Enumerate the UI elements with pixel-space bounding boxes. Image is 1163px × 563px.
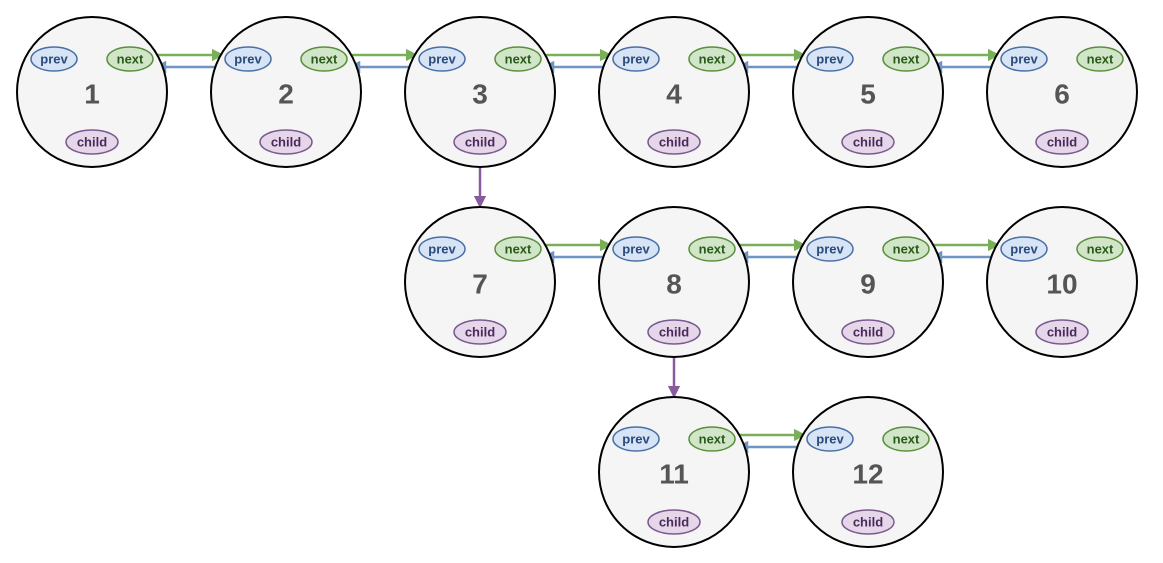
next-label: next <box>1087 242 1114 257</box>
node-number: 11 <box>659 459 689 490</box>
prev-label: prev <box>234 52 262 67</box>
next-label: next <box>699 52 726 67</box>
node-3: prev next 3 child <box>405 17 555 167</box>
node-number: 8 <box>666 269 682 300</box>
child-label: child <box>465 135 495 150</box>
node-number: 4 <box>666 79 682 110</box>
next-label: next <box>699 432 726 447</box>
prev-label: prev <box>816 242 844 257</box>
prev-label: prev <box>622 52 650 67</box>
child-label: child <box>77 135 107 150</box>
next-label: next <box>893 242 920 257</box>
next-label: next <box>1087 52 1114 67</box>
node-9: prev next 9 child <box>793 207 943 357</box>
prev-label: prev <box>428 242 456 257</box>
node-10: prev next 10 child <box>987 207 1137 357</box>
node-2: prev next 2 child <box>211 17 361 167</box>
node-number: 9 <box>860 269 876 300</box>
child-label: child <box>1047 135 1077 150</box>
prev-label: prev <box>622 242 650 257</box>
next-label: next <box>699 242 726 257</box>
child-label: child <box>853 515 883 530</box>
node-1: prev next 1 child <box>17 17 167 167</box>
node-number: 12 <box>852 459 883 490</box>
next-label: next <box>893 52 920 67</box>
node-number: 3 <box>472 79 488 110</box>
child-label: child <box>659 515 689 530</box>
node-5: prev next 5 child <box>793 17 943 167</box>
next-label: next <box>505 52 532 67</box>
prev-label: prev <box>428 52 456 67</box>
node-number: 7 <box>472 269 488 300</box>
child-label: child <box>853 325 883 340</box>
child-label: child <box>1047 325 1077 340</box>
next-label: next <box>311 52 338 67</box>
node-number: 1 <box>84 79 100 110</box>
node-8: prev next 8 child <box>599 207 749 357</box>
node-7: prev next 7 child <box>405 207 555 357</box>
node-6: prev next 6 child <box>987 17 1137 167</box>
prev-label: prev <box>1010 52 1038 67</box>
prev-label: prev <box>816 52 844 67</box>
prev-label: prev <box>40 52 68 67</box>
nodes: prev next 1 child prev next 2 child prev next 3 chi… <box>17 17 1137 547</box>
child-label: child <box>659 325 689 340</box>
child-label: child <box>853 135 883 150</box>
child-label: child <box>271 135 301 150</box>
prev-label: prev <box>816 432 844 447</box>
next-label: next <box>117 52 144 67</box>
child-label: child <box>659 135 689 150</box>
node-number: 2 <box>278 79 294 110</box>
node-number: 10 <box>1046 269 1077 300</box>
prev-label: prev <box>622 432 650 447</box>
next-label: next <box>505 242 532 257</box>
node-12: prev next 12 child <box>793 397 943 547</box>
prev-label: prev <box>1010 242 1038 257</box>
node-number: 6 <box>1054 79 1070 110</box>
node-number: 5 <box>860 79 876 110</box>
next-label: next <box>893 432 920 447</box>
node-11: prev next 11 child <box>599 397 749 547</box>
diagram-canvas: prev next 1 child prev next 2 child prev next 3 chi… <box>0 0 1163 563</box>
node-4: prev next 4 child <box>599 17 749 167</box>
child-label: child <box>465 325 495 340</box>
